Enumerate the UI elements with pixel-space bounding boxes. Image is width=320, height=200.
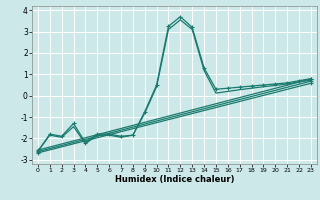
X-axis label: Humidex (Indice chaleur): Humidex (Indice chaleur) xyxy=(115,175,234,184)
